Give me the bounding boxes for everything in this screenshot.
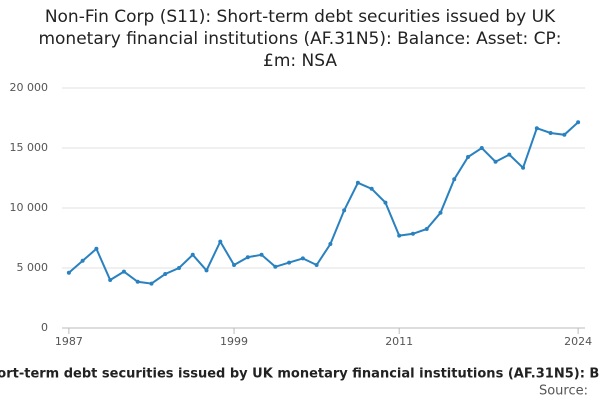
x-tick-label: 1987 <box>55 335 83 348</box>
point <box>108 278 113 282</box>
point <box>149 281 154 286</box>
point <box>135 279 140 284</box>
point <box>190 252 195 257</box>
point <box>287 260 292 265</box>
y-tick-label: 5 000 <box>17 261 49 274</box>
y-tick-label: 20 000 <box>10 81 49 94</box>
point <box>300 256 305 261</box>
point <box>245 255 250 260</box>
point <box>397 233 402 238</box>
series-line <box>68 121 579 285</box>
point <box>273 264 278 269</box>
point <box>204 268 209 273</box>
point <box>232 263 237 267</box>
source: Source: <box>539 384 588 399</box>
point <box>452 177 457 182</box>
point <box>507 152 512 157</box>
point <box>438 210 443 215</box>
chart-title: Non-Fin Corp (S11): Short-term debt secu… <box>38 7 562 71</box>
point <box>479 146 484 150</box>
point <box>410 231 415 236</box>
point <box>521 165 526 170</box>
point <box>534 126 539 131</box>
point <box>493 159 498 164</box>
point <box>314 263 319 267</box>
point <box>94 246 99 251</box>
point <box>355 180 360 185</box>
point <box>466 155 471 159</box>
point <box>562 132 567 137</box>
legend-label: Short-term debt securities issued by UK … <box>0 367 600 382</box>
point <box>66 270 71 275</box>
point <box>121 269 126 274</box>
y-tick-label: 15 000 <box>10 141 49 154</box>
y-tick-label: 10 000 <box>10 201 49 214</box>
point <box>548 131 553 135</box>
point <box>383 200 388 205</box>
point <box>80 258 85 263</box>
point <box>259 252 264 257</box>
point <box>328 242 333 246</box>
point <box>369 186 374 191</box>
x-tick-label: 2011 <box>385 335 413 348</box>
point <box>163 272 168 276</box>
point <box>576 120 581 125</box>
point <box>176 266 181 270</box>
point <box>218 239 223 244</box>
point <box>424 227 429 231</box>
point <box>342 208 347 213</box>
x-tick-label: 1999 <box>220 335 248 348</box>
x-tick-label: 2024 <box>564 335 592 348</box>
y-tick-label: 0 <box>41 321 48 334</box>
